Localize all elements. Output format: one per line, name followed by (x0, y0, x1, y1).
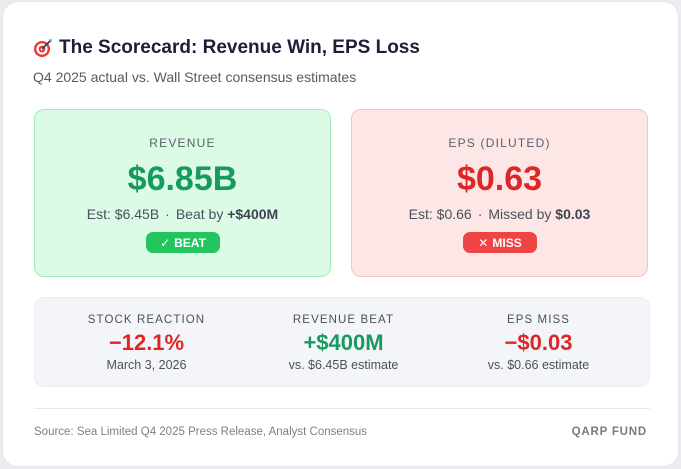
stat-revenue-beat: REVENUE BEAT +$400M vs. $6.45B estimate (241, 298, 446, 388)
stat-stock-reaction: STOCK REACTION −12.1% March 3, 2026 (44, 298, 249, 388)
separator-dot: · (165, 206, 170, 222)
stat-label: EPS MISS (506, 314, 571, 326)
revenue-label: REVENUE (149, 136, 216, 150)
stats-panel: STOCK REACTION −12.1% March 3, 2026 REVE… (34, 297, 650, 387)
stat-value: +$400M (303, 330, 384, 355)
subtitle: Q4 2025 actual vs. Wall Street consensus… (33, 69, 357, 85)
revenue-estimate: Est: $6.45B (86, 206, 160, 222)
title-text: The Scorecard: Revenue Win, EPS Loss (59, 37, 420, 58)
separator-dot: · (477, 206, 483, 222)
eps-result-amount: $0.03 (555, 206, 591, 222)
miss-badge-label: MISS (492, 235, 522, 250)
stat-sub: vs. $6.45B estimate (288, 358, 399, 372)
stat-sub: vs. $0.66 estimate (487, 358, 590, 372)
beat-badge-label: BEAT (174, 235, 206, 250)
page-title: The Scorecard: Revenue Win, EPS Loss (33, 36, 420, 60)
eps-card: EPS (DILUTED) $0.63 Est: $0.66 · Missed by… (351, 109, 648, 277)
target-dart-icon (33, 38, 53, 58)
eps-detail: Est: $0.66 · Missed by $0.03 (352, 206, 647, 222)
stat-sub: March 3, 2026 (106, 358, 187, 372)
eps-result-prefix: Missed by (488, 206, 552, 222)
check-icon: ✓ (160, 235, 171, 250)
brand-label: QARP FUND (571, 426, 647, 438)
stat-value: −$0.03 (504, 330, 573, 355)
stat-eps-miss: EPS MISS −$0.03 vs. $0.66 estimate (436, 298, 641, 388)
beat-badge: ✓ BEAT (146, 232, 220, 253)
revenue-result-prefix: Beat by (175, 206, 224, 222)
stat-label: STOCK REACTION (87, 314, 206, 326)
footer-divider (34, 408, 650, 409)
revenue-value: $6.85B (127, 160, 238, 198)
revenue-card: REVENUE $6.85B Est: $6.45B · Beat by +$400… (34, 109, 331, 277)
eps-estimate: Est: $0.66 (408, 206, 472, 222)
eps-label: EPS (DILUTED) (448, 136, 551, 150)
source-note: Source: Sea Limited Q4 2025 Press Releas… (34, 426, 368, 438)
revenue-detail: Est: $6.45B · Beat by +$400M (35, 206, 330, 222)
cross-icon: ✕ (478, 235, 489, 250)
revenue-result-amount: +$400M (227, 206, 279, 222)
miss-badge: ✕ MISS (463, 232, 537, 253)
eps-value: $0.63 (456, 160, 543, 198)
stat-value: −12.1% (108, 330, 185, 355)
stat-label: REVENUE BEAT (292, 314, 395, 326)
